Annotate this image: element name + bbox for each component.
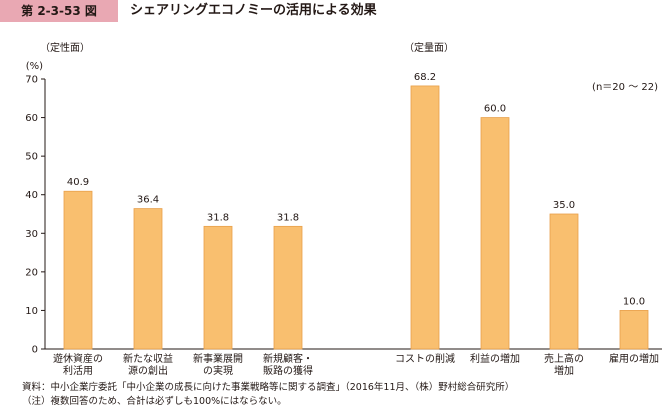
group-label: （定性面） xyxy=(40,41,90,54)
bar xyxy=(63,190,93,350)
remark-note: （注）複数回答のため、合計は必ずしも100%にはならない。 xyxy=(22,396,287,407)
bar-value-label: 60.0 xyxy=(484,104,506,115)
source-note: 資料：中小企業庁委託「中小企業の成長に向けた事業戦略等に関する調査」（2016年… xyxy=(22,382,515,393)
bar-value-label: 35.0 xyxy=(553,200,575,211)
bar-value-label: 31.8 xyxy=(207,212,229,223)
bar-value-label: 31.8 xyxy=(277,212,299,223)
category-label: 源の創出 xyxy=(128,364,168,377)
sample-size-note: (n＝20 ～ 22) xyxy=(592,82,658,93)
bar xyxy=(480,117,510,350)
y-tick-label: 0 xyxy=(32,345,38,356)
bar xyxy=(619,310,649,350)
category-label: 新規顧客・ xyxy=(263,352,313,365)
y-tick-label: 60 xyxy=(25,113,38,124)
figure-title: シェアリングエコノミーの活用による効果 xyxy=(130,3,377,18)
figure-number-badge: 第 2-3-53 図 xyxy=(0,0,118,22)
bar xyxy=(549,213,579,350)
bar xyxy=(203,225,233,350)
category-label: 利益の増加 xyxy=(470,352,520,365)
category-label: 雇用の増加 xyxy=(609,352,659,365)
category-label: 遊休資産の xyxy=(53,352,103,365)
y-tick-label: 10 xyxy=(25,306,38,317)
y-unit-label: (%) xyxy=(26,61,43,72)
bar-value-label: 40.9 xyxy=(67,177,89,188)
y-tick-label: 50 xyxy=(25,152,38,163)
y-tick-label: 40 xyxy=(25,190,38,201)
bar-value-label: 68.2 xyxy=(414,72,436,83)
group-label: （定量面） xyxy=(404,41,454,54)
category-label: 利活用 xyxy=(63,365,93,377)
bar xyxy=(133,208,163,350)
category-label: 増加 xyxy=(554,364,574,377)
category-label: 新たな収益 xyxy=(123,352,173,365)
bar xyxy=(273,225,303,350)
y-tick-label: 30 xyxy=(25,229,38,240)
bar-value-label: 36.4 xyxy=(137,195,159,206)
y-tick-label: 70 xyxy=(25,75,38,86)
category-label: 販路の獲得 xyxy=(263,364,313,377)
category-label: コストの削減 xyxy=(395,352,455,365)
category-label: の実現 xyxy=(203,364,233,377)
bar xyxy=(410,85,440,350)
bar-value-label: 10.0 xyxy=(623,296,645,307)
category-label: 売上高の xyxy=(544,352,584,365)
y-tick-label: 20 xyxy=(25,267,38,278)
category-label: 新事業展開 xyxy=(193,352,243,365)
